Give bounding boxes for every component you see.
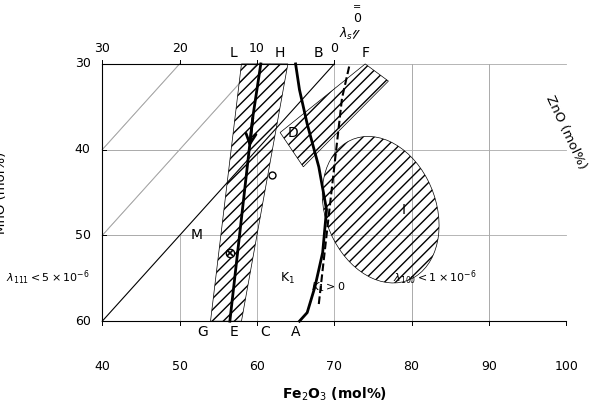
Text: ZnO (mol%): ZnO (mol%)	[544, 94, 589, 172]
Text: 60: 60	[249, 360, 265, 373]
Text: 60: 60	[75, 315, 91, 328]
Text: M: M	[191, 228, 203, 243]
Text: C: C	[260, 326, 269, 339]
Text: 30: 30	[94, 43, 110, 55]
Text: 40: 40	[75, 143, 91, 156]
Text: L: L	[230, 46, 238, 60]
Text: A: A	[291, 326, 301, 339]
Text: 100: 100	[554, 360, 578, 373]
Text: Fe$_2$O$_3$ (mol%): Fe$_2$O$_3$ (mol%)	[282, 386, 387, 403]
Text: $\lambda_s$: $\lambda_s$	[339, 26, 353, 43]
Text: 40: 40	[94, 360, 110, 373]
Text: 0: 0	[353, 12, 361, 26]
Text: H: H	[275, 46, 286, 60]
Text: D: D	[288, 126, 299, 140]
Text: $\lambda_{111} < 5\times10^{-6}$: $\lambda_{111} < 5\times10^{-6}$	[6, 269, 90, 288]
Text: 50: 50	[74, 229, 91, 242]
Text: =: =	[353, 2, 362, 13]
Text: MnO (mol%): MnO (mol%)	[0, 151, 8, 234]
Text: 50: 50	[172, 360, 188, 373]
Text: 30: 30	[75, 58, 91, 70]
Text: G: G	[197, 326, 208, 339]
Text: $K_1 > 0$: $K_1 > 0$	[311, 280, 346, 294]
Text: 10: 10	[249, 43, 265, 55]
Text: 20: 20	[172, 43, 188, 55]
Text: K$_1$: K$_1$	[280, 271, 295, 286]
Text: F: F	[361, 46, 369, 60]
Text: 0: 0	[330, 43, 338, 55]
Text: $\lambda_{100} < 1\times10^{-6}$: $\lambda_{100} < 1\times10^{-6}$	[393, 269, 477, 288]
Text: 90: 90	[481, 360, 497, 373]
Text: E: E	[229, 326, 238, 339]
Text: 70: 70	[326, 360, 342, 373]
Text: 80: 80	[404, 360, 419, 373]
Text: I: I	[402, 202, 406, 217]
Text: B: B	[314, 46, 323, 60]
